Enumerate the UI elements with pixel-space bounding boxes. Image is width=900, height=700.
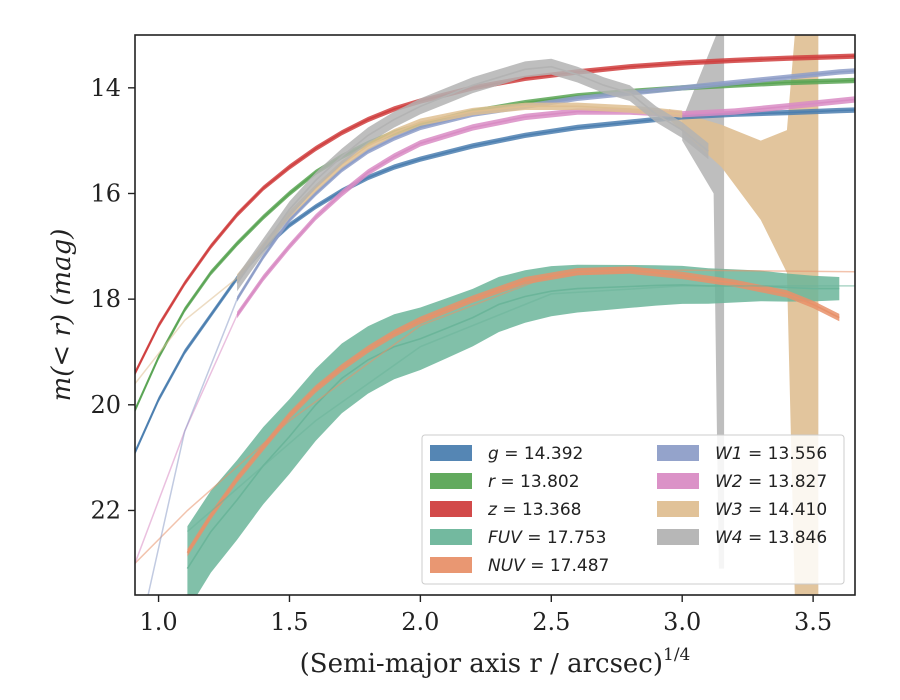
- legend-label-w4: W4 = 13.846: [715, 528, 827, 548]
- legend-swatch-fuv: [430, 529, 472, 545]
- extrapolated-line: [135, 277, 238, 385]
- extrapolated-line: [147, 298, 238, 595]
- series-band-r: [135, 77, 855, 413]
- plot-area: [135, 35, 855, 595]
- x-tick-label: 1.0: [139, 608, 177, 636]
- y-tick-label: 18: [90, 285, 121, 313]
- y-tick-label: 22: [90, 496, 121, 524]
- legend-swatch-w1: [657, 445, 699, 461]
- legend-label-w3: W3 = 14.410: [715, 500, 827, 520]
- series-line-nuv: [186, 269, 840, 554]
- x-tick-label: 2.0: [401, 608, 439, 636]
- series-line-r: [135, 79, 855, 411]
- legend: g = 14.392 r = 13.802 z = 13.368 FUV = 17.7…: [421, 434, 845, 585]
- extrapolated-line: [186, 285, 855, 533]
- y-tick-label: 16: [90, 179, 121, 207]
- series-line-w2: [236, 98, 855, 316]
- legend-swatch-w2: [657, 473, 699, 489]
- x-tick-label: 3.5: [794, 608, 832, 636]
- legend-swatch-g: [430, 445, 472, 461]
- series-line-w4: [236, 65, 709, 284]
- legend-swatch-w4: [657, 529, 699, 545]
- legend-label-w2: W2 = 13.827: [715, 472, 827, 492]
- legend-box: [421, 434, 845, 585]
- w4-spike-band: [682, 35, 725, 569]
- y-axis: 14 16 18 20 22: [90, 74, 135, 524]
- legend-label-z: z = 13.368: [487, 500, 581, 520]
- y-tick-label: 14: [90, 74, 121, 102]
- series-band-fuv: [187, 264, 840, 595]
- x-tick-label: 3.0: [663, 608, 701, 636]
- extrapolated-line: [135, 269, 855, 564]
- w3-spike-band: [669, 35, 819, 595]
- legend-swatch-r: [430, 473, 472, 489]
- legend-label-r: r = 13.802: [488, 472, 580, 492]
- x-axis-label: (Semi-major axis r / arcsec)1/4: [300, 645, 691, 679]
- legend-label-w1: W1 = 13.556: [715, 444, 827, 464]
- x-axis: 1.0 1.5 2.0 2.5 3.0 3.5: [139, 595, 832, 636]
- y-tick-label: 20: [90, 391, 121, 419]
- x-tick-label: 2.5: [532, 608, 570, 636]
- y-axis-label: m(< r) (mag): [47, 229, 77, 402]
- legend-label-fuv: FUV = 17.753: [488, 528, 606, 548]
- legend-swatch-z: [430, 501, 472, 517]
- legend-label-g: g = 14.392: [488, 444, 583, 464]
- legend-label-nuv: NUV = 17.487: [488, 556, 609, 576]
- legend-swatch-w3: [657, 501, 699, 517]
- legend-swatch-nuv: [430, 557, 472, 573]
- series-line-z: [135, 55, 855, 374]
- series-band-w4: [237, 58, 709, 292]
- axes-frame: [134, 34, 856, 596]
- x-tick-label: 1.5: [270, 608, 308, 636]
